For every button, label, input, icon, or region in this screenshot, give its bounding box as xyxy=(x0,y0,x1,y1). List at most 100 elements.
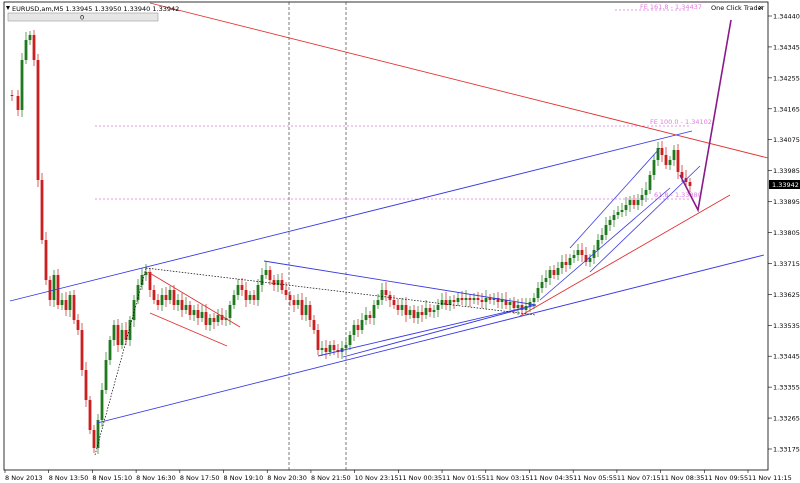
candle-body xyxy=(244,290,248,300)
candle-body xyxy=(252,295,256,300)
candle-body xyxy=(604,225,608,235)
candle-body xyxy=(464,298,468,300)
triangle-lower-line[interactable] xyxy=(317,304,537,357)
candle-body xyxy=(476,298,480,300)
flag-lower-line[interactable] xyxy=(149,312,228,347)
candle-body xyxy=(132,300,136,320)
candle-body xyxy=(372,305,376,318)
candle-body xyxy=(148,272,152,290)
candle-body xyxy=(488,298,492,300)
dropdown-triangle-icon[interactable] xyxy=(6,6,10,10)
current-price-label: 1.33942 xyxy=(772,181,799,189)
red-rising-support[interactable] xyxy=(519,194,731,317)
candle-body xyxy=(16,96,20,110)
candle-body xyxy=(120,330,124,345)
candle-body xyxy=(456,298,460,302)
candle-body xyxy=(600,235,604,240)
candle-body xyxy=(156,300,160,305)
time-tick-label: 8 Nov 20:30 xyxy=(267,474,307,482)
candlesticks xyxy=(10,30,692,454)
candle-body xyxy=(416,312,420,318)
candle-body xyxy=(284,290,288,295)
candle-body xyxy=(180,300,184,310)
time-tick-label: 11 Nov 11:15 xyxy=(748,474,792,482)
candle-body xyxy=(300,300,304,315)
time-tick-label: 10 Nov 23:15 xyxy=(355,474,399,482)
small-channel-upper[interactable] xyxy=(569,147,661,249)
candle-body xyxy=(448,300,452,305)
time-tick-label: 8 Nov 15:10 xyxy=(92,474,132,482)
small-channel-mid[interactable] xyxy=(539,187,671,301)
candle-body xyxy=(576,250,580,255)
candle-body xyxy=(548,270,552,278)
candle-body xyxy=(536,288,540,298)
price-tick-label: 1.33355 xyxy=(773,384,800,392)
price-axis: 1.34440 1.34345 1.34255 1.34165 1.34075 1.339… xyxy=(768,13,800,454)
candle-body xyxy=(188,305,192,315)
candle-body xyxy=(124,330,128,340)
candle-body xyxy=(168,290,172,300)
candle-body xyxy=(52,275,56,300)
candle-body xyxy=(176,300,180,305)
candle-body xyxy=(468,298,472,300)
channel-upper-line[interactable] xyxy=(9,130,693,302)
candle-body xyxy=(504,300,508,305)
price-tick-label: 1.34075 xyxy=(773,136,800,144)
candle-body xyxy=(10,95,14,96)
candle-body xyxy=(288,295,292,300)
candle-body xyxy=(368,315,372,318)
candle-body xyxy=(116,325,120,345)
candle-body xyxy=(264,270,268,275)
candle-body xyxy=(316,330,320,350)
candle-body xyxy=(440,300,444,305)
candle-body xyxy=(656,148,660,160)
candle-body xyxy=(660,148,664,155)
candle-body xyxy=(92,430,96,448)
candle-body xyxy=(664,155,668,165)
candle-body xyxy=(564,262,568,265)
channel-lower-line[interactable] xyxy=(96,254,765,424)
projection-arrow[interactable] xyxy=(679,19,732,213)
candle-body xyxy=(680,172,684,178)
candle-body xyxy=(616,212,620,215)
dotted-trend-b xyxy=(145,267,537,316)
dotted-trend-a xyxy=(94,267,147,456)
small-channel-lower[interactable] xyxy=(589,165,701,273)
candle-body xyxy=(396,305,400,310)
indicator-panel[interactable] xyxy=(7,12,159,22)
candle-body xyxy=(544,278,548,282)
candle-body xyxy=(348,335,352,345)
candle-body xyxy=(432,310,436,312)
plot-area[interactable] xyxy=(3,1,769,471)
candle-body xyxy=(620,210,624,212)
candle-body xyxy=(208,318,212,325)
candle-body xyxy=(232,295,236,305)
candle-body xyxy=(400,305,404,310)
candle-body xyxy=(144,272,148,275)
candle-body xyxy=(100,390,104,420)
candle-body xyxy=(56,275,60,305)
price-tick-label: 1.33445 xyxy=(773,353,800,361)
candle-body xyxy=(64,300,68,310)
candle-body xyxy=(516,305,520,308)
candle-body xyxy=(192,310,196,315)
candle-body xyxy=(484,298,488,302)
time-tick-label: 8 Nov 19:10 xyxy=(224,474,264,482)
candle-body xyxy=(496,298,500,302)
triangle-lower-line-2[interactable] xyxy=(342,304,537,358)
close-icon[interactable]: ✕ xyxy=(758,4,763,12)
one-click-trader-label[interactable]: One Click Trader xyxy=(711,4,765,12)
candle-body xyxy=(452,300,456,302)
flag-upper-line[interactable] xyxy=(147,271,241,328)
price-tick-label: 1.33895 xyxy=(773,198,800,206)
triangle-upper-line[interactable] xyxy=(263,260,537,306)
candle-body xyxy=(532,298,536,302)
candle-body xyxy=(428,308,432,312)
candle-body xyxy=(384,290,388,295)
candle-body xyxy=(292,300,296,305)
price-tick-label: 1.34165 xyxy=(773,105,800,113)
red-descending-trendline[interactable] xyxy=(149,2,769,159)
candle-body xyxy=(624,205,628,210)
candle-body xyxy=(380,290,384,300)
